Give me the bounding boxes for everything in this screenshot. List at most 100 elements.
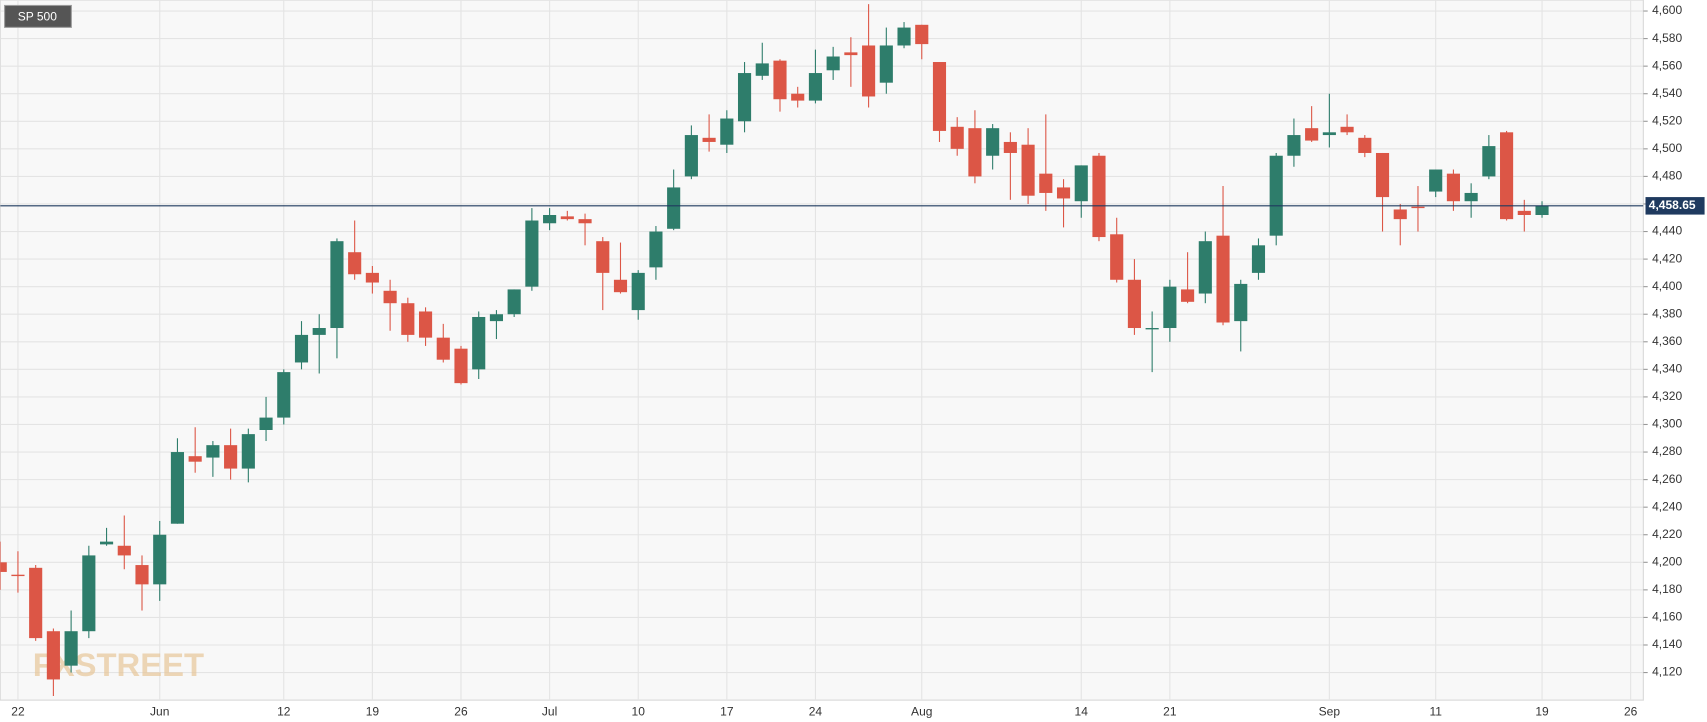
candle-body [1375,152,1390,198]
axes: 4,120 4,140 4,160 4,180 4,200 4,220 4,240 4,260… [11,3,1705,718]
candle-body [808,73,822,101]
x-tick-label: 22 [11,704,25,718]
chart-title: SP 500 [18,10,58,24]
candle-body [1269,155,1283,236]
candle-body [135,565,149,585]
candle-body [1145,328,1159,330]
y-tick-label: 4,320 [1652,389,1682,403]
candle-body [1234,283,1248,322]
candle-body [915,24,929,45]
candle-body [383,290,397,304]
candle-body [472,316,486,370]
x-tick-label: 12 [277,704,291,718]
candle-body [11,574,25,577]
candle-body [1003,141,1017,153]
y-tick-label: 4,360 [1652,334,1682,348]
y-tick-label: 4,560 [1652,58,1682,72]
y-tick-label: 4,260 [1652,472,1682,486]
candle-body [1021,144,1035,196]
x-tick-label: 19 [366,704,380,718]
candle-body [170,452,185,524]
x-tick-label: 19 [1535,704,1549,718]
candle-body [596,241,610,273]
candle-body [29,567,43,639]
candle-body [755,63,769,76]
candle-body [1039,173,1053,193]
candles [0,4,1644,696]
candle-body [986,128,1000,156]
candle-body [897,27,911,46]
y-tick-label: 4,380 [1652,306,1682,320]
y-tick-label: 4,540 [1652,86,1682,100]
candle-body [241,434,255,469]
candle-body [543,214,557,224]
candle-body [489,314,504,322]
candle-body [613,279,628,293]
y-tick-label: 4,500 [1652,141,1682,155]
last-price-box [1645,197,1705,215]
candle-body [702,137,716,142]
candle-body [578,219,592,224]
candle-body [117,545,131,556]
x-tick-label: 26 [1624,704,1638,718]
x-tick-label: 24 [809,704,823,718]
y-tick-label: 4,140 [1652,637,1682,651]
candle-body [1287,135,1301,156]
candle-body [365,272,379,283]
candle-body [348,252,362,275]
candle-body [737,73,752,122]
candle-body [1446,173,1460,202]
plot-area [0,0,1644,701]
x-tick-label: Sep [1319,704,1341,718]
candle-body [1340,126,1354,133]
candle-body [950,126,964,149]
candle-body [684,135,698,177]
candle-body [418,311,433,338]
candle-body [1251,245,1266,273]
candle-body [1216,235,1230,323]
candle-body [1110,234,1124,280]
x-tick-label: 14 [1075,704,1089,718]
candle-body [259,417,273,430]
candle-body [1535,205,1549,215]
candle-body [436,337,450,360]
candle-body [1181,289,1195,302]
candle-body [1074,165,1088,202]
candle-body [1517,210,1531,215]
y-tick-label: 4,580 [1652,31,1682,45]
y-tick-label: 4,280 [1652,444,1682,458]
title-box [4,4,72,28]
y-tick-label: 4,220 [1652,527,1682,541]
candle-body [1163,286,1177,329]
y-tick-label: 4,440 [1652,224,1682,238]
candle-body [631,272,645,311]
candle-body [82,555,96,632]
candle-body [1429,169,1443,192]
candle-body [312,328,326,335]
candle-body [1322,132,1336,136]
watermark: FXSTREET [33,646,204,683]
x-tick-label: 21 [1163,704,1177,718]
candle-body [1305,128,1319,141]
candle-body [1056,187,1071,199]
candle-body [330,241,344,329]
candle-body [879,45,893,83]
candle-body [277,372,291,418]
y-tick-label: 4,240 [1652,499,1682,513]
candle-body [720,118,734,145]
x-tick-label: 10 [632,704,646,718]
y-tick-label: 4,520 [1652,113,1682,127]
x-tick-label: Jul [542,704,557,718]
candle-body [507,289,521,315]
candle-body [1482,146,1496,177]
candle-body [1127,279,1141,329]
y-tick-label: 4,160 [1652,610,1682,624]
x-tick-label: Aug [911,704,932,718]
candle-body [649,231,663,268]
candle-body [153,534,167,585]
y-tick-label: 4,480 [1652,169,1682,183]
candle-body [932,62,947,131]
y-tick-label: 4,600 [1652,3,1682,17]
candle-body [454,348,468,384]
